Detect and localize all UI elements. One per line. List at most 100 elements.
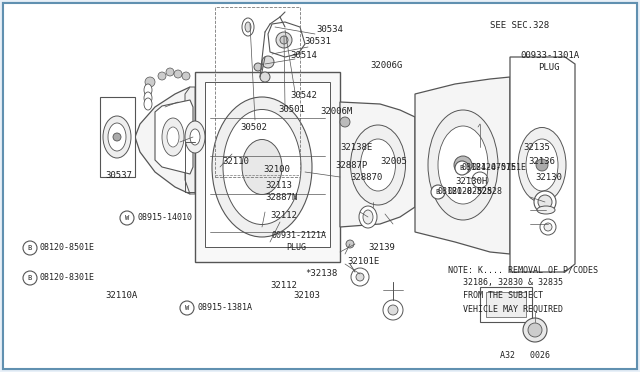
Text: 32135: 32135 (523, 144, 550, 153)
Text: B: B (28, 275, 32, 281)
Ellipse shape (242, 18, 254, 36)
Ellipse shape (454, 156, 472, 174)
Text: B: B (436, 189, 440, 195)
Text: 32103: 32103 (293, 291, 320, 299)
Circle shape (431, 185, 445, 199)
Circle shape (166, 68, 174, 76)
Text: 30531: 30531 (304, 38, 331, 46)
Ellipse shape (540, 219, 556, 235)
Text: FROM THE SUBJECT: FROM THE SUBJECT (463, 292, 543, 301)
Bar (205, 82, 330, 247)
Ellipse shape (360, 139, 396, 191)
Text: 32130H: 32130H (455, 177, 487, 186)
Text: 30501: 30501 (278, 106, 305, 115)
Bar (480, 287, 532, 322)
Ellipse shape (538, 195, 552, 209)
Circle shape (523, 318, 547, 342)
Polygon shape (100, 97, 135, 177)
Text: PLUG: PLUG (286, 244, 306, 253)
Ellipse shape (212, 97, 312, 237)
Ellipse shape (544, 223, 552, 231)
Circle shape (254, 63, 262, 71)
Ellipse shape (245, 22, 251, 32)
Circle shape (280, 36, 288, 44)
Text: VEHICLE MAY REQUIRED: VEHICLE MAY REQUIRED (463, 305, 563, 314)
Text: 32112: 32112 (270, 211, 297, 219)
Polygon shape (510, 57, 575, 272)
Ellipse shape (534, 191, 556, 213)
Ellipse shape (526, 139, 558, 191)
Ellipse shape (113, 133, 121, 141)
Text: 32006G: 32006G (370, 61, 403, 70)
Polygon shape (185, 87, 195, 194)
Circle shape (260, 72, 270, 82)
Circle shape (346, 240, 354, 248)
Ellipse shape (190, 129, 200, 145)
Text: 00933-1301A: 00933-1301A (520, 51, 579, 60)
Ellipse shape (162, 118, 184, 156)
Text: 00931-2121A: 00931-2121A (272, 231, 327, 240)
Ellipse shape (428, 110, 498, 220)
Text: *32138: *32138 (305, 269, 337, 278)
Ellipse shape (167, 127, 179, 147)
Text: 32887N: 32887N (265, 193, 297, 202)
Ellipse shape (518, 128, 566, 202)
Text: SEE SEC.328: SEE SEC.328 (490, 20, 549, 29)
Circle shape (120, 211, 134, 225)
Text: 30542: 30542 (290, 90, 317, 99)
Circle shape (383, 300, 403, 320)
Polygon shape (415, 77, 510, 254)
Ellipse shape (185, 121, 205, 153)
Circle shape (158, 72, 166, 80)
Text: 32139: 32139 (368, 244, 395, 253)
Text: 32112: 32112 (270, 280, 297, 289)
Text: PLUG: PLUG (538, 64, 559, 73)
Text: W: W (125, 215, 129, 221)
Circle shape (23, 241, 37, 255)
Ellipse shape (144, 92, 152, 104)
Circle shape (182, 72, 190, 80)
Bar (215, 7, 300, 177)
Text: 08124-0751E: 08124-0751E (472, 164, 527, 173)
Text: 32138E: 32138E (340, 144, 372, 153)
Circle shape (528, 323, 542, 337)
Circle shape (388, 305, 398, 315)
Text: 32006M: 32006M (320, 108, 352, 116)
Circle shape (276, 32, 292, 48)
Ellipse shape (359, 206, 377, 228)
Polygon shape (340, 102, 415, 227)
Circle shape (455, 161, 469, 175)
Circle shape (472, 172, 488, 188)
Text: 32100: 32100 (263, 166, 290, 174)
Text: 32101E: 32101E (347, 257, 380, 266)
Text: 08915-14010: 08915-14010 (137, 214, 192, 222)
Text: 08120-82528: 08120-82528 (438, 187, 493, 196)
Text: NOTE: K.... REMOVAL OF P/CODES: NOTE: K.... REMOVAL OF P/CODES (448, 266, 598, 275)
Text: 08120-8501E: 08120-8501E (40, 244, 95, 253)
Polygon shape (135, 87, 190, 194)
Text: 08120-8301E: 08120-8301E (40, 273, 95, 282)
Ellipse shape (108, 123, 126, 151)
Text: 32186, 32830 & 32835: 32186, 32830 & 32835 (463, 279, 563, 288)
Ellipse shape (223, 109, 301, 224)
Circle shape (262, 56, 274, 68)
Text: 30502: 30502 (240, 124, 267, 132)
Text: 08120-82528: 08120-82528 (448, 187, 503, 196)
Text: B: B (460, 165, 464, 171)
Circle shape (356, 273, 364, 281)
Text: 32130: 32130 (535, 173, 562, 183)
Text: 32110A: 32110A (105, 291, 137, 299)
Polygon shape (268, 22, 305, 57)
Circle shape (180, 301, 194, 315)
Text: 32110: 32110 (222, 157, 249, 167)
Ellipse shape (351, 125, 406, 205)
Ellipse shape (144, 98, 152, 110)
Ellipse shape (438, 126, 488, 204)
Ellipse shape (537, 206, 555, 214)
Text: 32136: 32136 (528, 157, 555, 167)
Circle shape (145, 77, 155, 87)
Ellipse shape (536, 159, 548, 171)
Ellipse shape (144, 84, 152, 96)
Bar (195, 72, 340, 262)
Circle shape (23, 271, 37, 285)
